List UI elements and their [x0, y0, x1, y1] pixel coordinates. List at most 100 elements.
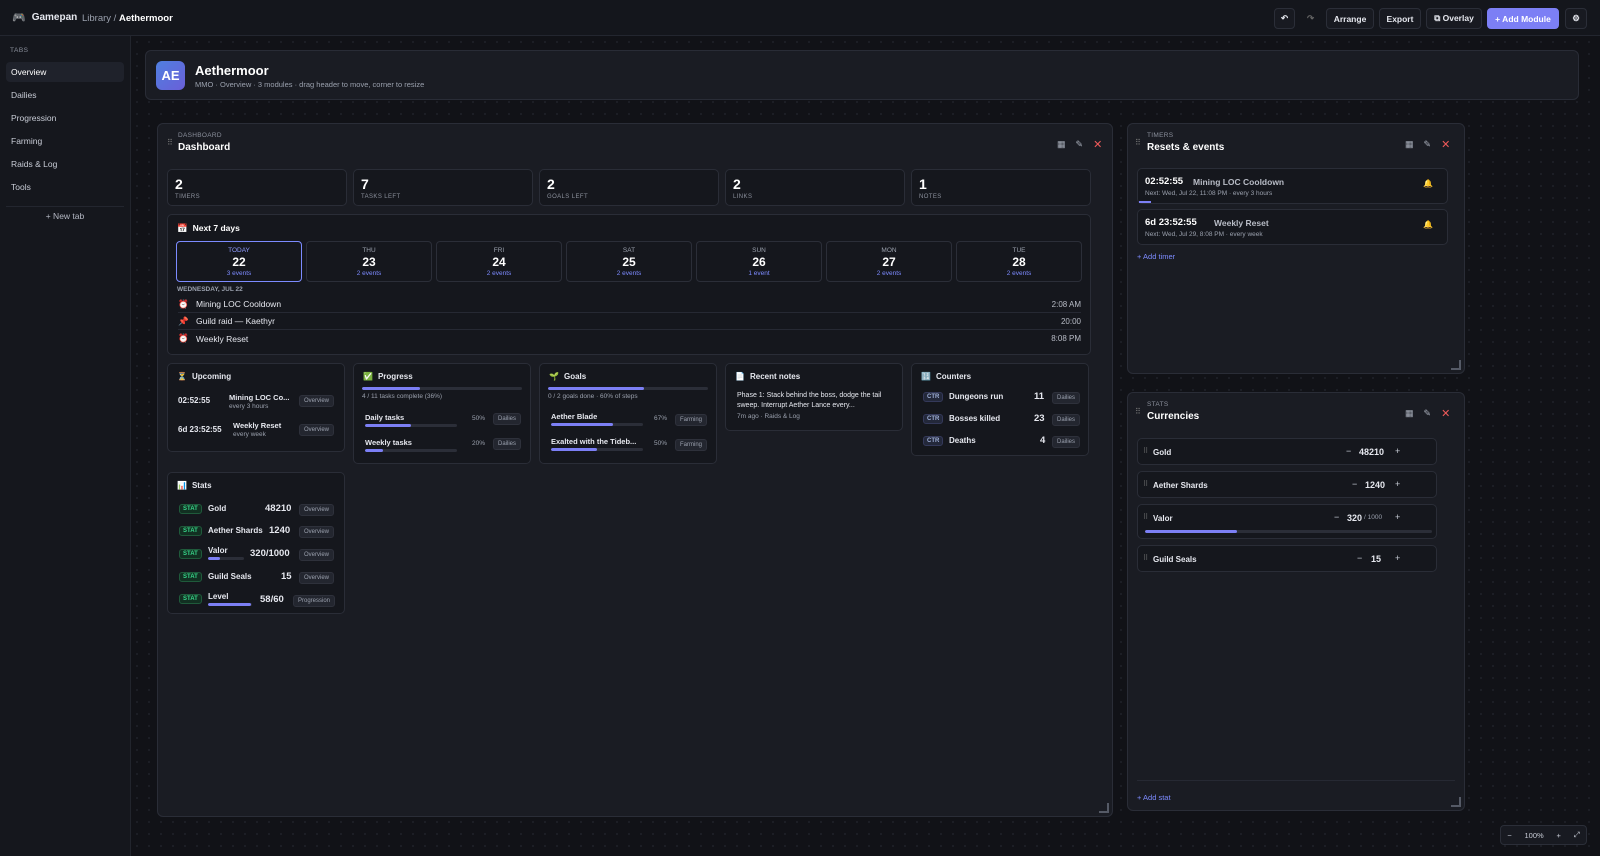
stat-name: Valor [208, 546, 228, 555]
day-fri[interactable]: FRI 24 2 events [436, 241, 562, 282]
card-title: Progress [377, 372, 413, 381]
note-meta: 7m ago · Raids & Log [737, 413, 800, 420]
stat-tile-tasks[interactable]: 7 TASKS LEFT [353, 169, 533, 206]
add-stat-button[interactable]: + Add stat [1137, 793, 1171, 802]
drag-handle-icon[interactable]: ⠿ [1135, 138, 1141, 147]
day-name: FRI [493, 247, 505, 254]
decrement-button[interactable]: − [1357, 553, 1363, 563]
stat-tile-timers[interactable]: 2 TIMERS [167, 169, 347, 206]
event-time: 8:08 PM [1051, 334, 1081, 343]
edit-icon[interactable]: ✎ [1423, 139, 1432, 149]
progress-fill [362, 387, 420, 390]
day-date: 26 [752, 255, 766, 269]
day-date: 23 [362, 255, 376, 269]
settings-button[interactable]: ⚙ [1565, 8, 1587, 29]
currency-value[interactable]: 15 [1371, 554, 1382, 564]
currency-value[interactable]: 48210 [1359, 447, 1385, 457]
sidebar-item-farming[interactable]: Farming [11, 136, 43, 146]
sidebar-item-raids-log[interactable]: Raids & Log [11, 159, 58, 169]
note-text: Phase 1: Stack behind the boss, dodge th… [737, 392, 882, 409]
currency-value[interactable]: 1240 [1365, 480, 1386, 490]
day-tue[interactable]: TUE 28 2 events [956, 241, 1082, 282]
drag-handle-icon[interactable]: ⠿ [1143, 448, 1149, 455]
stat-tile-notes[interactable]: 1 NOTES [911, 169, 1091, 206]
bell-icon[interactable]: 🔔 [1423, 179, 1433, 188]
increment-button[interactable]: + [1395, 446, 1401, 456]
drag-handle-icon[interactable]: ⠿ [1143, 514, 1149, 521]
arrange-button[interactable]: Arrange [1326, 8, 1374, 29]
breadcrumb-current: Aethermoor [118, 13, 173, 24]
sidebar-item-dailies[interactable]: Dailies [11, 90, 37, 100]
currency-value[interactable]: 320 [1347, 513, 1363, 523]
event-row[interactable]: 📌 Guild raid — Kaethyr 20:00 [178, 313, 1081, 330]
app-brand[interactable]: 🎮 Gamepan [12, 11, 77, 24]
timer-row[interactable]: 02:52:55 Mining LOC Cooldown Next: Wed, … [1137, 168, 1448, 204]
counter-name: Bosses killed [949, 414, 1001, 423]
timer-name: Mining LOC Cooldown [1193, 177, 1285, 187]
stats-card: 📊 Stats STAT Gold 48210 Overview STAT Aet… [167, 472, 345, 614]
breadcrumb-root[interactable]: Library / [82, 13, 117, 24]
export-button[interactable]: Export [1379, 8, 1421, 29]
close-icon[interactable]: ✕ [1441, 139, 1451, 151]
event-row[interactable]: ⏰ Mining LOC Cooldown 2:08 AM [178, 296, 1081, 313]
edit-icon[interactable]: ✎ [1075, 139, 1084, 149]
add-module-button[interactable]: + Add Module [1487, 8, 1559, 29]
card-header: 📊 Stats [177, 481, 212, 490]
decrement-button[interactable]: − [1346, 446, 1352, 456]
stat-tile-links[interactable]: 2 LINKS [725, 169, 905, 206]
zoom-in-button[interactable]: + [1556, 830, 1561, 840]
sidebar-item-tools[interactable]: Tools [11, 182, 31, 192]
sidebar-item-overview[interactable]: Overview [6, 62, 124, 82]
day-thu[interactable]: THU 23 2 events [306, 241, 432, 282]
day-sun[interactable]: SUN 26 1 event [696, 241, 822, 282]
drag-handle-icon[interactable]: ⠿ [167, 138, 173, 147]
decrement-button[interactable]: − [1352, 479, 1358, 489]
increment-button[interactable]: + [1395, 512, 1401, 522]
bell-icon[interactable]: 🔔 [1423, 220, 1433, 229]
currency-row: ⠿ Aether Shards − 1240 + [1137, 471, 1437, 498]
week-calendar: 📅 Next 7 days TODAY 22 3 events THU 23 2… [167, 214, 1091, 355]
currency-name: Valor [1153, 514, 1173, 523]
add-timer-button[interactable]: + Add timer [1137, 252, 1176, 261]
increment-button[interactable]: + [1395, 553, 1401, 563]
tag-chip: Overview [299, 424, 335, 436]
edit-icon[interactable]: ✎ [1423, 408, 1432, 418]
day-events: 3 events [226, 270, 252, 277]
increment-button[interactable]: + [1395, 479, 1401, 489]
table-icon[interactable]: ▦ [1405, 139, 1414, 149]
stat-value: 2 [547, 176, 555, 192]
card-header: 🔢 Counters [921, 372, 971, 381]
zoom-out-button[interactable]: − [1507, 830, 1512, 840]
stat-tile-goals[interactable]: 2 GOALS LEFT [539, 169, 719, 206]
undo-button[interactable]: ↶ [1274, 8, 1295, 29]
sidebar-item-progression[interactable]: Progression [11, 113, 57, 123]
counter-name: Dungeons run [949, 392, 1004, 401]
event-row[interactable]: ⏰ Weekly Reset 8:08 PM [178, 330, 1081, 347]
resize-handle[interactable] [1451, 360, 1461, 370]
drag-handle-icon[interactable]: ⠿ [1135, 407, 1141, 416]
decrement-button[interactable]: − [1334, 512, 1340, 522]
module-title: Dashboard [178, 142, 231, 153]
upcoming-sub: every week [233, 431, 266, 438]
day-mon[interactable]: MON 27 2 events [826, 241, 952, 282]
timer-row[interactable]: 6d 23:52:55 Weekly Reset Next: Wed, Jul … [1137, 209, 1448, 245]
close-icon[interactable]: ✕ [1441, 408, 1451, 420]
notes-card[interactable]: 📄 Recent notes Phase 1: Stack behind the … [725, 363, 903, 431]
resize-handle[interactable] [1451, 797, 1461, 807]
table-icon[interactable]: ▦ [1405, 408, 1414, 418]
day-today[interactable]: TODAY 22 3 events [176, 241, 302, 282]
sprout-icon: 🌱 [549, 372, 559, 381]
drag-handle-icon[interactable]: ⠿ [1143, 481, 1149, 488]
resize-handle[interactable] [1099, 803, 1109, 813]
stat-value: 320/1000 [250, 548, 290, 559]
redo-button[interactable]: ↷ [1306, 13, 1315, 23]
day-sat[interactable]: SAT 25 2 events [566, 241, 692, 282]
goal-fill [551, 448, 597, 451]
new-tab-button[interactable]: + New tab [6, 206, 124, 224]
table-icon[interactable]: ▦ [1057, 139, 1066, 149]
drag-handle-icon[interactable]: ⠿ [1143, 555, 1149, 562]
close-icon[interactable]: ✕ [1093, 139, 1103, 151]
module-kicker: TIMERS [1147, 132, 1174, 139]
fit-icon[interactable]: ⤢ [1573, 830, 1580, 839]
overlay-button[interactable]: ⧉ Overlay [1426, 8, 1482, 29]
